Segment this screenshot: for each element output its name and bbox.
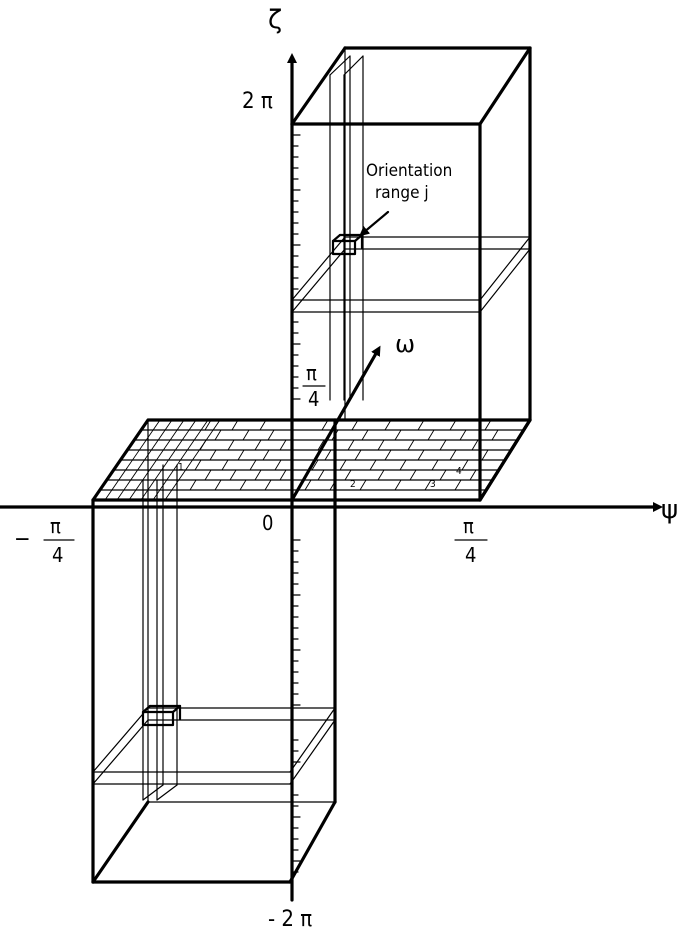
zeta-bottom-tick-label: - 2 π bbox=[268, 907, 312, 932]
grid-plane bbox=[91, 418, 532, 502]
grid-number-4: 4 bbox=[456, 466, 462, 477]
omega-axis-label: ω bbox=[395, 330, 415, 358]
grid-number-2: 2 bbox=[350, 479, 356, 490]
annotation-line1: Orientation bbox=[366, 161, 452, 181]
zeta-quarter-tick-denominator: 4 bbox=[308, 387, 319, 411]
lower-box bbox=[91, 418, 337, 884]
zeta-quarter-tick-numerator: π bbox=[306, 361, 317, 385]
psi-pos-tick-denominator: 4 bbox=[465, 543, 476, 567]
upper-box bbox=[290, 46, 532, 502]
zeta-axis-label: ζ bbox=[268, 5, 282, 35]
grid-number-1: 1 bbox=[178, 462, 184, 473]
psi-axis-label: ψ bbox=[661, 495, 678, 525]
annotation-arrow bbox=[359, 210, 390, 237]
psi-neg-sign: − bbox=[14, 527, 31, 552]
annotation-line2: range j bbox=[375, 183, 429, 203]
axes bbox=[0, 53, 663, 902]
psi-neg-tick-numerator: π bbox=[50, 514, 61, 538]
grid-number-3: 3 bbox=[430, 479, 436, 490]
psi-pos-tick-numerator: π bbox=[463, 514, 474, 538]
zeta-top-tick-label: 2 π bbox=[242, 89, 273, 114]
psi-neg-tick-denominator: 4 bbox=[52, 543, 63, 567]
origin-label: 0 bbox=[262, 511, 273, 535]
